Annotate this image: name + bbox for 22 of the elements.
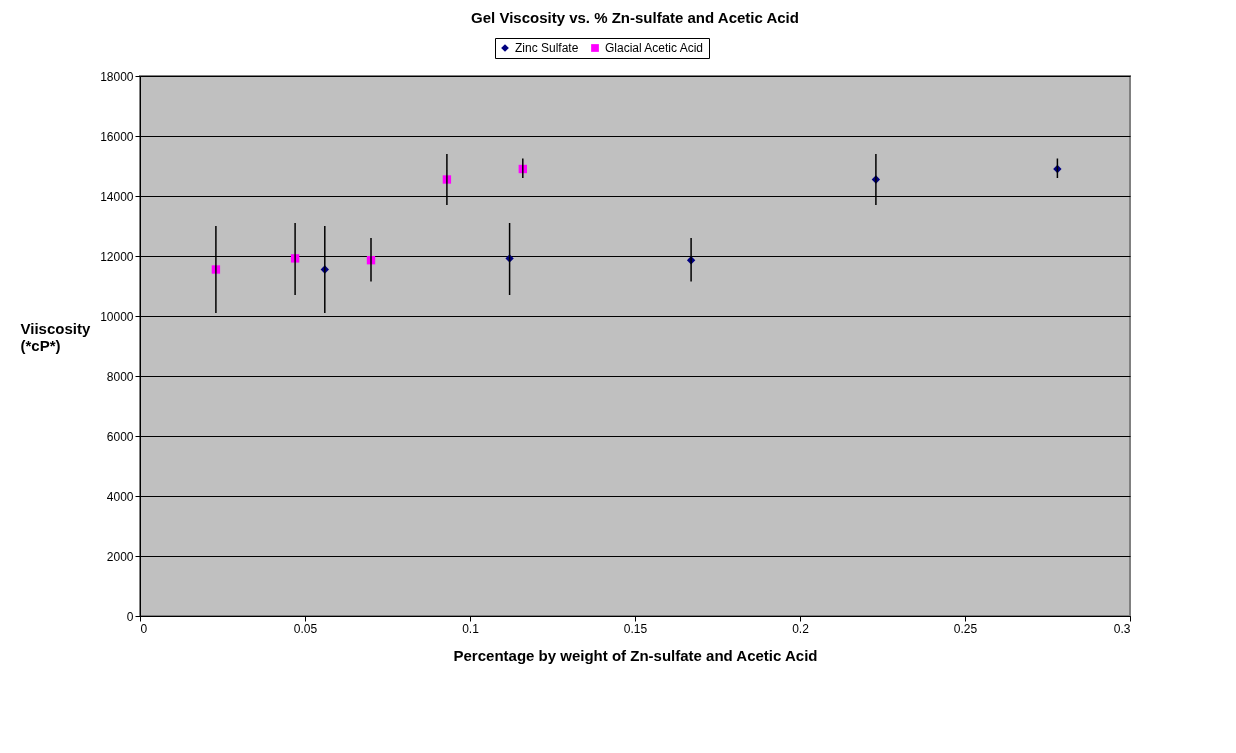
legend-label: Glacial Acetic Acid: [605, 41, 704, 55]
x-tick-label: 0.1: [462, 621, 480, 636]
y-tick-label: 8000: [106, 369, 134, 384]
x-tick-label: 0.3: [1113, 621, 1131, 636]
x-tick-label: 0: [140, 621, 148, 636]
y-tick-label: 16000: [100, 129, 134, 144]
y-tick-label: 10000: [100, 309, 134, 324]
y-tick-label: 2000: [106, 549, 134, 564]
y-tick-label: 14000: [100, 189, 134, 204]
x-tick-label: 0.25: [953, 621, 978, 636]
y-tick-label: 4000: [106, 489, 134, 504]
x-tick-label: 0.05: [293, 621, 318, 636]
x-tick-label: 0.2: [792, 621, 810, 636]
x-tick-label: 0.15: [623, 621, 648, 636]
x-axis-title: Percentage by weight of Zn-sulfate and Acetic Acid: [453, 646, 818, 664]
legend-label: Zinc Sulfate: [515, 41, 579, 55]
y-tick-label: 18000: [100, 69, 134, 84]
y-axis-title: Viiscosity (*cP*): [20, 319, 91, 354]
y-tick-label: 0: [126, 609, 134, 624]
y-tick-label: 6000: [106, 429, 134, 444]
y-tick-label: 12000: [100, 249, 134, 264]
chart-title: Gel Viscosity vs. % Zn-sulfate and Acetic Acid: [471, 8, 799, 26]
